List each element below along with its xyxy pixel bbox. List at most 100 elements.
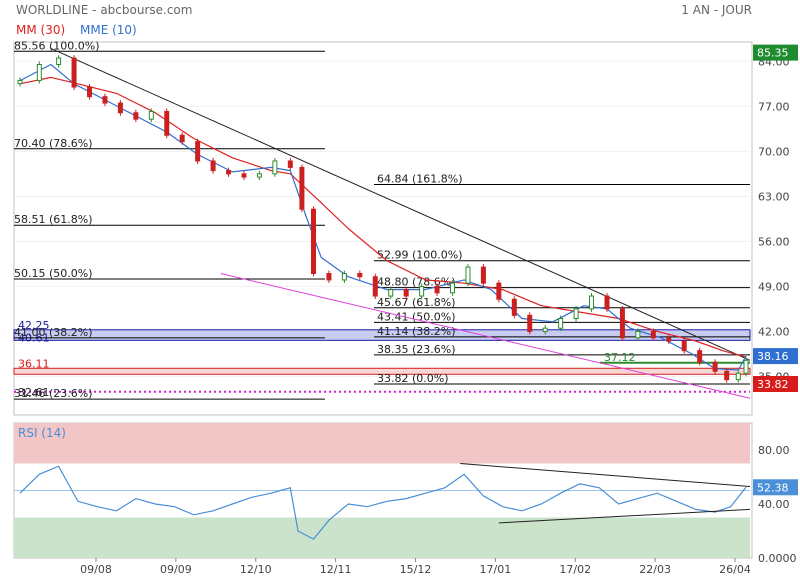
legend-ema: MME (10) <box>80 23 137 37</box>
price-candle-body <box>434 285 440 294</box>
price-candle-body <box>681 340 687 352</box>
x-tick-label: 26/04 <box>719 563 751 576</box>
rsi-y-axis: 80.00 40.00 0.0000 <box>758 444 797 565</box>
x-tick-label: 09/08 <box>80 563 112 576</box>
rsi-last-badge-bg <box>753 479 798 496</box>
price-candle-body <box>666 337 672 342</box>
last-price-badge-label: 85.35 <box>757 47 789 60</box>
price-candle-body <box>272 160 278 175</box>
x-tick-label: 17/02 <box>559 563 591 576</box>
fib-right-label: 43.41 (50.0%) <box>377 310 456 323</box>
y-tick-label: 63.00 <box>758 190 790 203</box>
price-candle-body <box>17 80 23 85</box>
price-candle-body <box>743 359 749 374</box>
resistance-band-label: 36.11 <box>18 357 50 370</box>
fib-right-label: 45.67 (61.8%) <box>377 296 456 309</box>
price-candle-body <box>341 273 347 281</box>
resistance-band <box>13 367 751 375</box>
rsi-lines <box>19 463 751 540</box>
last-ema-badge-bg <box>753 348 798 365</box>
rsi-lower-trendline <box>498 508 751 524</box>
header: WORLDLINE - abcbourse.com 1 AN - JOUR MM… <box>16 3 752 37</box>
price-candle-body <box>573 308 579 320</box>
descending-trendline <box>50 47 751 361</box>
price-candle-body <box>496 282 502 300</box>
rsi-line <box>19 465 747 540</box>
price-candle-body <box>480 266 486 284</box>
fib-left-label: 85.56 (100.0%) <box>14 39 100 52</box>
rsi-overbought-zone <box>14 423 750 464</box>
chart-period: 1 AN - JOUR <box>681 3 752 17</box>
fib-left-label: 31.46 (23.6%) <box>14 387 93 400</box>
price-candle-body <box>102 96 108 104</box>
rsi-title: RSI (14) <box>18 426 66 440</box>
x-tick-label: 22/03 <box>639 563 671 576</box>
price-candle-body <box>179 134 185 143</box>
price-badges: 85.35 38.16 33.82 <box>753 44 798 393</box>
price-lines <box>17 47 751 399</box>
price-candle-body <box>241 173 247 178</box>
price-candle-body <box>527 314 533 332</box>
y-tick-label: 42.00 <box>758 325 790 338</box>
fib-right-label: 41.14 (38.2%) <box>377 325 456 338</box>
rsi-zones: RSI (14) <box>14 423 750 558</box>
support-band-top-label: 42.25 <box>18 319 50 332</box>
price-candle-body <box>635 330 641 339</box>
rsi-panel: RSI (14) 80.00 40.00 0.0000 52.38 <box>13 422 798 565</box>
last-ema-badge-label: 38.16 <box>757 350 789 363</box>
fib-right-label: 48.80 (78.6%) <box>377 276 456 289</box>
x-tick-label: 09/09 <box>160 563 192 576</box>
rsi-y-tick-label: 80.00 <box>758 444 790 457</box>
price-candle-body <box>287 160 293 168</box>
price-candle-body <box>465 266 471 284</box>
price-candle-body <box>419 285 425 297</box>
price-candle-body <box>299 166 305 210</box>
fib-right-label: 33.82 (0.0%) <box>377 372 449 385</box>
price-candle-body <box>56 57 62 66</box>
price-candle-body <box>195 141 201 162</box>
price-levels: 32.61 85.56 (100.0%) 70.40 (78.6%) 58.51 (6… <box>14 39 750 400</box>
price-candle-body <box>256 173 262 178</box>
price-candle-body <box>133 112 139 120</box>
price-candle-body <box>226 170 232 175</box>
last-ma-badge-bg <box>753 376 798 393</box>
price-candle-body <box>388 289 394 297</box>
x-tick-label: 12/11 <box>320 563 352 576</box>
price-candle-body <box>164 110 170 136</box>
ema-10-line <box>19 63 747 371</box>
x-tick-label: 17/01 <box>480 563 512 576</box>
y-tick-label: 77.00 <box>758 100 790 113</box>
price-candle-body <box>210 160 216 172</box>
price-candle-body <box>735 372 741 381</box>
price-candle-body <box>403 289 409 297</box>
last-ma-badge-label: 33.82 <box>757 378 789 391</box>
price-candle-body <box>36 64 42 82</box>
dotted-level-label: 32.61 <box>18 386 50 399</box>
fib-right-label: 38.35 (23.6%) <box>377 343 456 356</box>
price-candle-body <box>450 282 456 294</box>
fib-left-label: 41.00 (38.2%) <box>14 326 93 339</box>
price-candle-body <box>148 110 154 120</box>
green-level-label: 37.12 <box>604 351 636 364</box>
price-candle-body <box>604 295 610 310</box>
rsi-y-tick-label: 40.00 <box>758 498 790 511</box>
price-candle-body <box>697 350 703 363</box>
price-candle-body <box>511 298 517 316</box>
support-band <box>13 329 751 341</box>
price-candle-body <box>87 86 93 98</box>
price-candle-body <box>724 370 730 381</box>
price-candle-body <box>542 327 548 332</box>
rsi-upper-trendline <box>460 463 751 487</box>
fib-left-label: 70.40 (78.6%) <box>14 137 93 150</box>
y-tick-label: 49.00 <box>758 280 790 293</box>
chart-title: WORLDLINE - abcbourse.com <box>16 3 192 17</box>
rsi-y-tick-label: 0.0000 <box>758 552 797 565</box>
ma-30-line <box>19 76 747 358</box>
price-candle-body <box>650 330 656 339</box>
price-candle-body <box>589 295 595 310</box>
price-candle-body <box>326 273 332 281</box>
